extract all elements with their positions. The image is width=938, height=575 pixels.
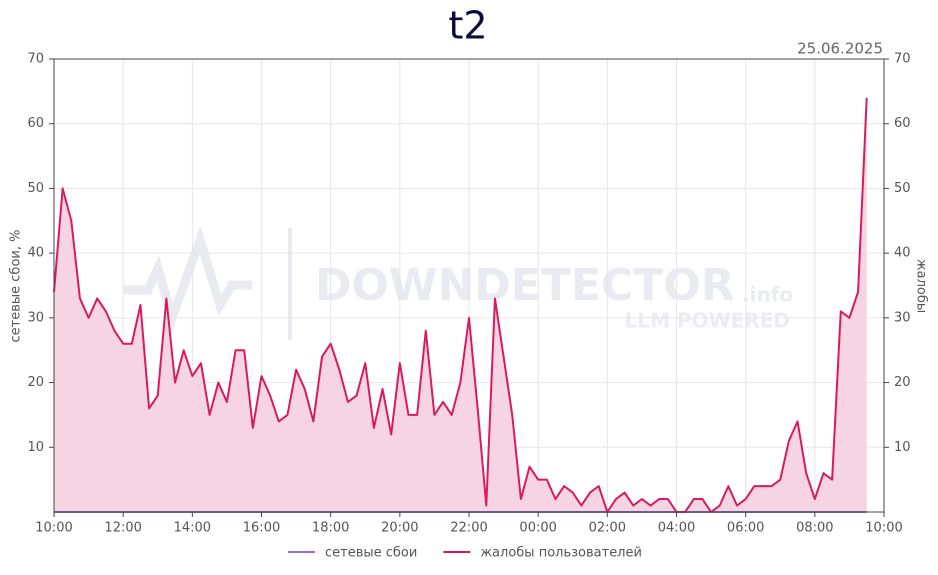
x-tick-label: 20:00 — [381, 521, 418, 536]
y-tick-label: 60 — [27, 116, 44, 131]
x-tick-label: 12:00 — [104, 521, 141, 536]
watermark-text: DOWNDETECTOR — [315, 260, 735, 311]
watermark-suffix: .info — [742, 283, 793, 307]
watermark-icon — [124, 225, 252, 333]
y-tick-label: 50 — [27, 181, 44, 196]
y-tick-label: 40 — [27, 246, 44, 261]
watermark-tagline: LLM POWERED — [625, 309, 790, 333]
y2-tick-label: 50 — [894, 181, 911, 196]
area — [54, 97, 867, 512]
x-tick-label: 18:00 — [312, 521, 349, 536]
legend-label: сетевые сбои — [325, 546, 417, 561]
x-tick-label: 22:00 — [450, 521, 487, 536]
x-tick-label: 08:00 — [796, 521, 833, 536]
chart-title: t2 — [448, 4, 487, 48]
y2-tick-label: 20 — [894, 375, 911, 390]
x-tick-label: 00:00 — [519, 521, 556, 536]
legend-label: жалобы пользователей — [480, 546, 642, 561]
y2-tick-label: 70 — [894, 52, 911, 67]
watermark-logo — [124, 225, 292, 340]
y-tick-label: 10 — [27, 440, 44, 455]
y-tick-label: 30 — [27, 310, 44, 325]
y2-tick-label: 60 — [894, 116, 911, 131]
x-tick-label: 16:00 — [243, 521, 280, 536]
y2-tick-label: 40 — [894, 246, 911, 261]
y2-axis-label: жалобы — [914, 259, 929, 313]
y2-tick-label: 30 — [894, 310, 911, 325]
date-label: 25.06.2025 — [797, 40, 883, 58]
y-tick-label: 20 — [27, 375, 44, 390]
line — [53, 97, 868, 513]
x-tick-label: 06:00 — [727, 521, 764, 536]
x-tick-label: 14:00 — [174, 521, 211, 536]
x-tick-label: 02:00 — [589, 521, 626, 536]
x-tick-label: 10:00 — [35, 521, 72, 536]
y-axis-label: сетевые сбои, % — [9, 230, 24, 343]
x-tick-label: 10:00 — [865, 521, 902, 536]
y2-tick-label: 10 — [894, 440, 911, 455]
x-tick-label: 04:00 — [658, 521, 695, 536]
y-tick-label: 70 — [27, 52, 44, 67]
